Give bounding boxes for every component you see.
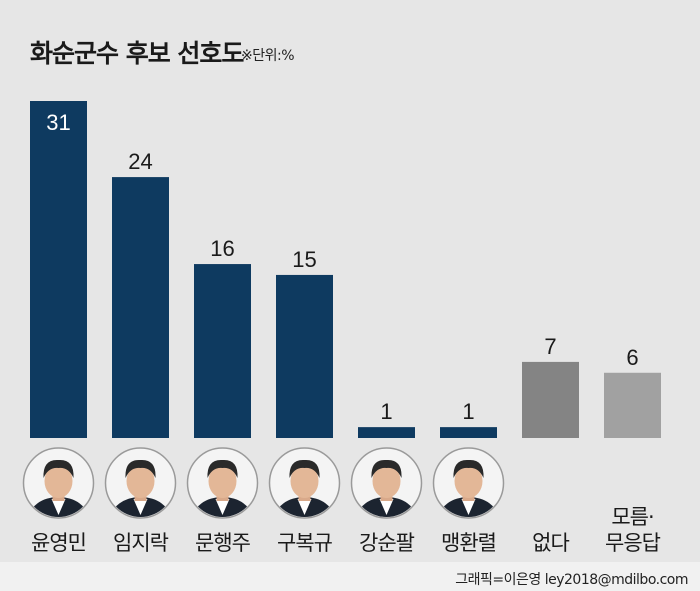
footer-strip bbox=[0, 562, 700, 591]
category-label-2: 임지락 bbox=[113, 531, 169, 555]
category-label-8: 모름· bbox=[611, 505, 653, 529]
value-label-1: 31 bbox=[46, 110, 70, 135]
candidate-portrait-icon bbox=[104, 447, 177, 519]
candidate-portrait-icon bbox=[268, 447, 341, 519]
category-label-6: 맹환렬 bbox=[441, 531, 496, 555]
candidate-portrait-icon bbox=[432, 447, 505, 519]
bar-8 bbox=[604, 372, 661, 438]
bars bbox=[30, 101, 661, 438]
value-label-7: 7 bbox=[544, 334, 556, 359]
category-label-1: 윤영민 bbox=[31, 531, 86, 555]
category-label-5: 강순팔 bbox=[359, 531, 415, 555]
value-label-8: 6 bbox=[626, 345, 638, 370]
candidate-portrait-icon bbox=[350, 447, 423, 519]
bar-1 bbox=[30, 101, 87, 438]
chart-title: 화순군수 후보 선호도 bbox=[30, 39, 244, 68]
value-label-6: 1 bbox=[462, 399, 474, 424]
graphic-credit: 그래픽=이은영 ley2018@mdilbo.com bbox=[455, 572, 688, 588]
candidate-portrait-icon bbox=[186, 447, 259, 519]
candidate-photos bbox=[22, 447, 505, 519]
bar-5 bbox=[358, 427, 415, 438]
category-label-8: 무응답 bbox=[605, 531, 661, 555]
bar-2 bbox=[112, 177, 169, 438]
category-label-3: 문행주 bbox=[195, 531, 251, 555]
bar-7 bbox=[522, 361, 579, 438]
value-label-2: 24 bbox=[128, 149, 152, 174]
value-label-4: 15 bbox=[292, 247, 316, 272]
bar-4 bbox=[276, 274, 333, 438]
value-label-5: 1 bbox=[380, 399, 392, 424]
category-label-7: 없다 bbox=[532, 531, 569, 555]
bar-3 bbox=[194, 264, 251, 438]
category-label-4: 구복규 bbox=[277, 531, 333, 555]
category-labels: 윤영민 임지락 문행주 구복규 강순팔 맹환렬 없다 모름·무응답 bbox=[31, 505, 662, 555]
candidate-portrait-icon bbox=[22, 447, 95, 519]
bar-6 bbox=[440, 427, 497, 438]
unit-note: ※단위:% bbox=[241, 48, 295, 64]
value-label-3: 16 bbox=[210, 236, 234, 261]
